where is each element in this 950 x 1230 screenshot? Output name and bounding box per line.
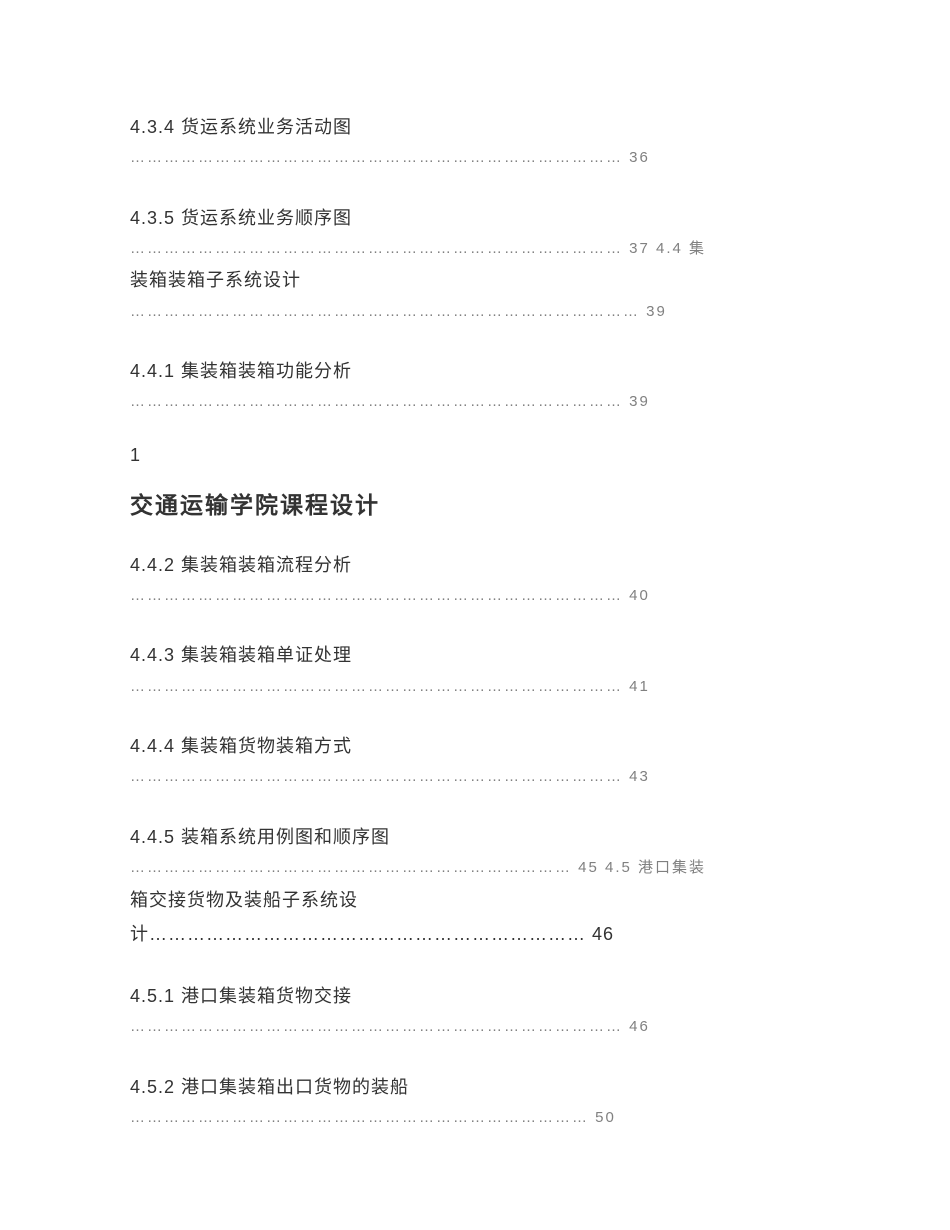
toc-entry-443: 4.4.3 集装箱装箱单证处理 ………………………………………………………………… <box>130 638 820 701</box>
toc-dots: …………………………………………………………………………… 36 <box>130 144 820 173</box>
toc-title: 4.5.2 港口集装箱出口货物的装船 <box>130 1070 820 1104</box>
toc-dots-text: …………………………………………………………………… 45 4.5 港口集装 <box>130 859 706 876</box>
toc-title: 4.4.2 集装箱装箱流程分析 <box>130 548 820 582</box>
toc-title: 4.3.5 货运系统业务顺序图 <box>130 201 820 235</box>
toc-entry-444: 4.4.4 集装箱货物装箱方式 ………………………………………………………………… <box>130 729 820 792</box>
section-header: 交通运输学院课程设计 <box>130 486 820 520</box>
toc-title: 4.4.5 装箱系统用例图和顺序图 <box>130 820 820 854</box>
toc-title: 4.4.1 集装箱装箱功能分析 <box>130 354 820 388</box>
toc-dots-text: …………………………………………………………………………… 37 4.4 集 <box>130 240 706 257</box>
toc-title: 4.4.3 集装箱装箱单证处理 <box>130 638 820 672</box>
toc-dots: ……………………………………………………………………………… 39 <box>130 298 820 327</box>
toc-entry-451: 4.5.1 港口集装箱货物交接 ………………………………………………………………… <box>130 979 820 1042</box>
toc-dots: …………………………………………………………………………… 37 4.4 集 <box>130 235 820 264</box>
toc-dots: …………………………………………………………………………… 39 <box>130 388 820 417</box>
toc-entry-434: 4.3.4 货运系统业务活动图 ………………………………………………………………… <box>130 110 820 173</box>
toc-title: 4.3.4 货运系统业务活动图 <box>130 110 820 144</box>
toc-entry-435: 4.3.5 货运系统业务顺序图 ………………………………………………………………… <box>130 201 820 326</box>
toc-wrap: 箱交接货物及装船子系统设 <box>130 883 820 917</box>
toc-wrap: 计…………………………………………………………… 46 <box>130 917 820 951</box>
toc-dots: ……………………………………………………………………… 50 <box>130 1104 820 1133</box>
page-number: 1 <box>130 445 820 466</box>
toc-entry-445: 4.4.5 装箱系统用例图和顺序图 …………………………………………………………… <box>130 820 820 951</box>
toc-wrap-text: 计…………………………………………………………… 46 <box>130 924 614 944</box>
toc-title: 4.4.4 集装箱货物装箱方式 <box>130 729 820 763</box>
toc-dots: …………………………………………………………………………… 40 <box>130 582 820 611</box>
toc-dots: …………………………………………………………………………… 41 <box>130 673 820 702</box>
toc-entry-442: 4.4.2 集装箱装箱流程分析 ………………………………………………………………… <box>130 548 820 611</box>
toc-dots: …………………………………………………………………………… 46 <box>130 1013 820 1042</box>
toc-wrap: 装箱装箱子系统设计 <box>130 263 820 297</box>
document-page: 4.3.4 货运系统业务活动图 ………………………………………………………………… <box>130 110 820 1132</box>
toc-entry-441: 4.4.1 集装箱装箱功能分析 ………………………………………………………………… <box>130 354 820 417</box>
toc-title: 4.5.1 港口集装箱货物交接 <box>130 979 820 1013</box>
toc-entry-452: 4.5.2 港口集装箱出口货物的装船 ………………………………………………………… <box>130 1070 820 1133</box>
toc-dots: …………………………………………………………………… 45 4.5 港口集装 <box>130 854 820 883</box>
toc-dots: …………………………………………………………………………… 43 <box>130 763 820 792</box>
